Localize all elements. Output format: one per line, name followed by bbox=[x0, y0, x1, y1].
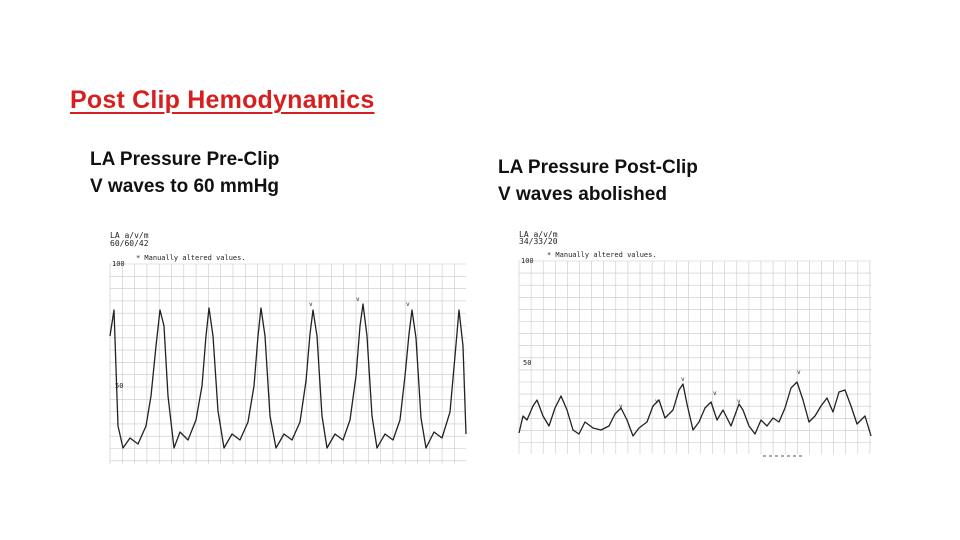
slide-title: Post Clip Hemodynamics bbox=[70, 86, 375, 114]
v-wave-marker: v bbox=[406, 301, 410, 308]
pre-clip-pressure-tracing: LA a/v/m 60/60/42 * Manually altered val… bbox=[108, 226, 470, 470]
post-clip-pressure-tracing: LA a/v/m 34/33/20 * Manually altered val… bbox=[515, 228, 875, 460]
pre-clip-caption: LA Pressure Pre-Clip V waves to 60 mmHg bbox=[90, 146, 279, 200]
v-wave-marker: v bbox=[356, 296, 360, 303]
wave-marker: v bbox=[797, 369, 801, 376]
pre-clip-subheading: V waves to 60 mmHg bbox=[90, 176, 280, 197]
axis-tick-50: 50 bbox=[523, 359, 531, 367]
axis-tick-50: 50 bbox=[115, 382, 123, 390]
pressure-waveform bbox=[518, 381, 872, 437]
altered-values-note: * Manually altered values. bbox=[547, 251, 657, 259]
pre-clip-tracing-svg: LA a/v/m 60/60/42 * Manually altered val… bbox=[109, 231, 467, 464]
wave-marker: v bbox=[681, 376, 685, 383]
readout-label: LA a/v/m bbox=[110, 231, 149, 240]
readout-label: LA a/v/m bbox=[519, 230, 558, 239]
v-wave-marker: v bbox=[309, 301, 313, 308]
wave-marker: v bbox=[655, 398, 659, 405]
pre-clip-heading: LA Pressure Pre-Clip bbox=[90, 149, 280, 170]
post-clip-tracing-svg: LA a/v/m 34/33/20 * Manually altered val… bbox=[518, 230, 872, 457]
post-clip-heading: LA Pressure Post-Clip bbox=[498, 157, 698, 178]
altered-values-note: * Manually altered values. bbox=[136, 254, 246, 262]
axis-tick-100: 100 bbox=[112, 260, 125, 268]
wave-marker: v bbox=[619, 403, 623, 410]
readout-value: 34/33/20 bbox=[519, 237, 558, 246]
tracing-grid bbox=[518, 260, 871, 454]
axis-tick-100: 100 bbox=[521, 257, 534, 265]
wave-marker: v bbox=[713, 390, 717, 397]
pressure-waveform bbox=[109, 303, 467, 449]
post-clip-subheading: V waves abolished bbox=[498, 184, 667, 205]
readout-value: 60/60/42 bbox=[110, 239, 149, 248]
tracing-grid bbox=[109, 263, 466, 464]
wave-marker: v bbox=[737, 398, 741, 405]
post-clip-caption: LA Pressure Post-Clip V waves abolished bbox=[498, 154, 698, 208]
